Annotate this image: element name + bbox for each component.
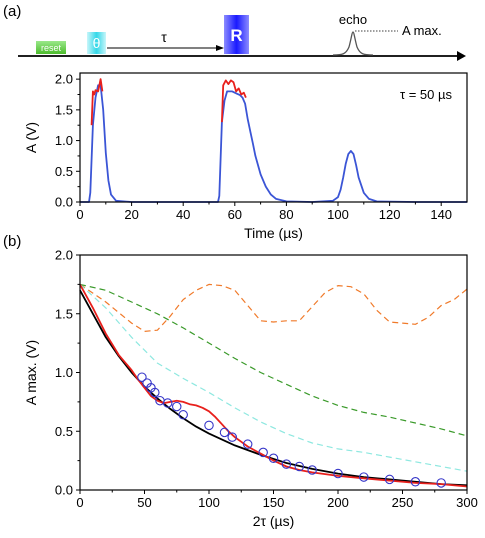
x-tick-label: 250 — [392, 495, 414, 510]
data-point — [150, 387, 160, 398]
tau-label: τ — [161, 29, 167, 45]
y-tick-label: 2.0 — [55, 72, 73, 87]
data-point — [162, 398, 173, 408]
x-tick-label: 0 — [76, 495, 83, 510]
series-line-red-4 — [79, 283, 468, 488]
data-point — [307, 465, 317, 475]
plot-frame — [79, 72, 468, 203]
time-axis-arrowhead — [457, 51, 466, 61]
x-axis-label: Time (µs) — [244, 225, 303, 241]
data-point — [204, 420, 214, 431]
y-tick-label: 1.0 — [55, 133, 73, 148]
reset-pulse — [36, 41, 66, 54]
data-point — [242, 439, 253, 449]
panel-label-b: (b) — [3, 233, 21, 250]
chart-a: 0 20 40 60 80 100 120 140 0.0 0.5 1.0 1.5 2.0 Time (µ… — [23, 72, 468, 241]
y-tick-label: 1.0 — [55, 365, 73, 380]
theta-label: θ — [93, 35, 101, 51]
refocus-label: R — [230, 26, 242, 45]
amax-label: A max. — [402, 23, 442, 38]
chart-b: 0 50 100 150 200 250 300 0.0 0.5 1.0 1.5 2.0 2τ (µs)… — [23, 248, 478, 530]
y-tick-label: 1.5 — [55, 102, 73, 117]
x-tick-label: 100 — [327, 207, 349, 222]
x-tick-label: 120 — [379, 207, 401, 222]
x-tick-label: 300 — [456, 495, 478, 510]
series-line-blue-0 — [80, 84, 467, 203]
y-tick-label: 0.0 — [55, 483, 73, 498]
x-tick-label: 150 — [263, 495, 285, 510]
data-point — [384, 474, 395, 485]
data-point — [281, 459, 292, 469]
echo-label: echo — [339, 12, 367, 27]
y-tick-label: 1.5 — [55, 306, 73, 321]
series-line-red-2 — [221, 79, 247, 123]
data-point — [178, 410, 188, 420]
series-line-orange-0 — [79, 283, 468, 332]
theta-pulse — [87, 32, 106, 54]
data-point — [219, 427, 230, 438]
x-tick-label: 50 — [137, 495, 151, 510]
data-point — [137, 372, 147, 382]
x-tick-label: 0 — [76, 207, 83, 222]
data-point — [294, 461, 305, 472]
pulse-sequence: reset θ τ R echo A max. — [18, 12, 466, 61]
x-tick-label: 140 — [430, 207, 452, 222]
y-axis-label: A max. (V) — [23, 340, 39, 405]
data-point — [172, 401, 182, 412]
plot-frame — [79, 254, 468, 491]
y-tick-label: 2.0 — [55, 248, 73, 263]
x-tick-label: 60 — [228, 207, 242, 222]
x-tick-label: 80 — [279, 207, 293, 222]
tau-annotation: τ = 50 µs — [400, 87, 453, 102]
series-line-green-1 — [79, 283, 468, 437]
data-point — [333, 468, 343, 479]
data-point — [258, 447, 268, 458]
x-tick-label: 40 — [176, 207, 190, 222]
series-line-black-3 — [79, 289, 468, 487]
x-tick-label: 100 — [198, 495, 220, 510]
reset-label: reset — [41, 43, 62, 53]
y-tick-label: 0.5 — [55, 424, 73, 439]
echo-pulse — [332, 31, 374, 56]
x-tick-label: 20 — [124, 207, 138, 222]
data-point — [436, 478, 446, 488]
series-line-cyan-2 — [79, 283, 468, 472]
data-point — [268, 453, 279, 464]
y-axis-label: A (V) — [23, 122, 39, 153]
refocus-pulse — [224, 15, 249, 54]
panel-label-a: (a) — [3, 3, 21, 20]
x-axis-label: 2τ (µs) — [253, 513, 295, 529]
data-point — [359, 472, 369, 482]
y-tick-label: 0.0 — [55, 195, 73, 210]
y-tick-label: 0.5 — [55, 164, 73, 179]
data-point — [410, 477, 421, 487]
data-point — [227, 432, 237, 442]
x-tick-label: 200 — [327, 495, 349, 510]
series-line-red-1 — [90, 78, 104, 126]
